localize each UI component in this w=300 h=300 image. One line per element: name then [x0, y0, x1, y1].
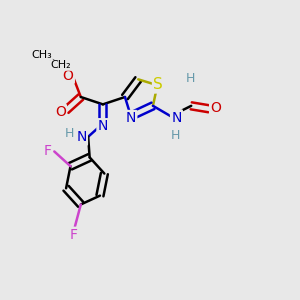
Text: N: N	[76, 130, 87, 144]
Text: N: N	[171, 111, 182, 124]
Text: O: O	[210, 101, 221, 115]
Text: F: F	[44, 145, 51, 158]
Text: S: S	[153, 77, 163, 92]
Text: CH₃: CH₃	[32, 50, 52, 60]
Text: H: H	[186, 72, 195, 85]
Text: N: N	[126, 111, 136, 125]
Text: O: O	[63, 68, 74, 83]
Text: O: O	[55, 105, 66, 119]
Text: H: H	[171, 129, 181, 142]
Text: F: F	[70, 228, 78, 242]
Text: CH₂: CH₂	[51, 60, 71, 70]
Text: N: N	[98, 119, 108, 134]
Text: H: H	[65, 127, 74, 140]
